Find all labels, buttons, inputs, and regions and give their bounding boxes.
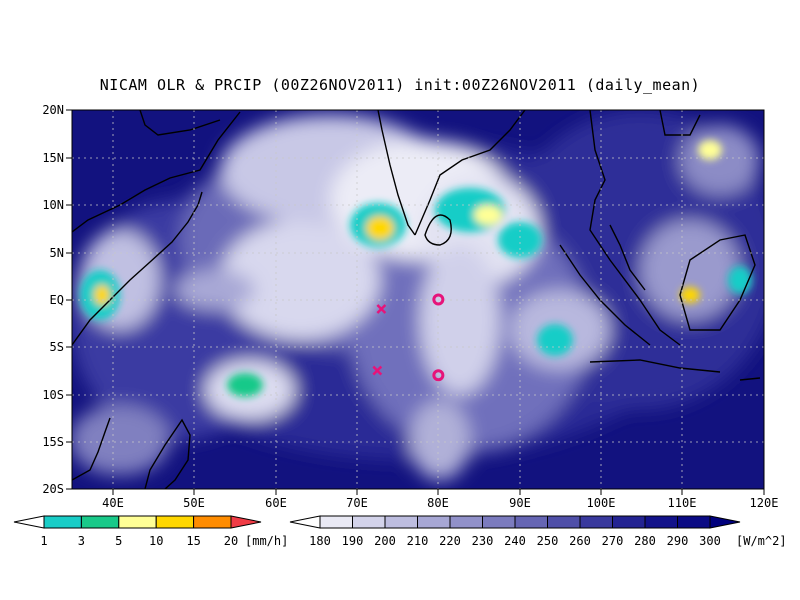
tick-marks xyxy=(66,109,765,495)
lat-label: 15N xyxy=(42,151,64,165)
colorbar-swatch xyxy=(80,515,120,529)
coastlines xyxy=(72,110,761,489)
lat-label: 5N xyxy=(50,246,64,260)
colorbar-cap-low xyxy=(13,515,45,529)
lat-label: 10N xyxy=(42,198,64,212)
colorbar-tick-label: 260 xyxy=(569,534,591,548)
colorbar-cap-low xyxy=(289,515,321,529)
lon-label: 110E xyxy=(668,496,697,510)
colorbar-swatch xyxy=(193,515,232,529)
lon-label: 100E xyxy=(587,496,616,510)
colorbar-tick-label: 210 xyxy=(407,534,429,548)
o-marker xyxy=(432,369,445,382)
colorbar-tick-label: 250 xyxy=(537,534,559,548)
colorbar-swatch xyxy=(579,515,613,529)
colorbar-swatch xyxy=(482,515,516,529)
colorbar-tick-label: 180 xyxy=(309,534,331,548)
lat-label: 20S xyxy=(42,482,64,496)
lon-label: 70E xyxy=(346,496,368,510)
colorbar-swatch xyxy=(514,515,548,529)
colorbar-swatch xyxy=(319,515,353,529)
colorbar-swatch xyxy=(417,515,451,529)
colorbar-tick-label: 220 xyxy=(439,534,461,548)
lon-label: 50E xyxy=(183,496,205,510)
o-marker xyxy=(432,293,445,306)
lat-label: 15S xyxy=(42,435,64,449)
colorbar-tick-label: 290 xyxy=(667,534,689,548)
lon-label: 40E xyxy=(102,496,124,510)
x-marker xyxy=(376,304,387,314)
olr-unit: [W/m^2] xyxy=(736,534,787,548)
precip-unit: [mm/h] xyxy=(245,534,288,548)
lon-label: 90E xyxy=(509,496,531,510)
colorbar-tick-label: 300 xyxy=(699,534,721,548)
colorbar-swatch xyxy=(155,515,195,529)
colorbar-swatch xyxy=(612,515,646,529)
colorbar-tick-label: 230 xyxy=(472,534,494,548)
colorbar-swatch xyxy=(644,515,678,529)
colorbar-swatch xyxy=(118,515,157,529)
colorbar-tick-label: 280 xyxy=(634,534,656,548)
colorbar-swatch xyxy=(449,515,483,529)
latitude-labels: 20N 15N 10N 5N EQ 5S 10S 15S 20S xyxy=(42,103,64,496)
colorbar-tick-label: 3 xyxy=(78,534,85,548)
colorbar-cap-high xyxy=(709,515,741,529)
map-title: NICAM OLR & PRCIP (00Z26NOV2011) init:00… xyxy=(99,76,701,94)
colorbar-tick-label: 15 xyxy=(186,534,200,548)
colorbar-tick-label: 20 xyxy=(224,534,238,548)
colorbar-swatch xyxy=(352,515,386,529)
colorbar-tick-label: 190 xyxy=(342,534,364,548)
olr-field xyxy=(72,110,764,489)
colorbar-swatch xyxy=(677,515,711,529)
colorbar-tick-label: 10 xyxy=(149,534,163,548)
colorbar-tick-label: 240 xyxy=(504,534,526,548)
longitude-labels: 40E 50E 60E 70E 80E 90E 100E 110E 120E xyxy=(102,496,778,510)
colorbar-cap-high xyxy=(230,515,262,529)
colorbar-swatch xyxy=(43,515,82,529)
grid-lines xyxy=(72,110,764,489)
lat-label: 10S xyxy=(42,388,64,402)
lon-label: 60E xyxy=(265,496,287,510)
precip-colorbar: 1 3 5 10 15 20 xyxy=(13,515,262,548)
colorbar-tick-label: 1 xyxy=(40,534,47,548)
colorbar-tick-label: 270 xyxy=(602,534,624,548)
lat-label: EQ xyxy=(50,293,64,307)
colorbar-swatch xyxy=(384,515,418,529)
x-marker xyxy=(372,365,383,376)
colorbar-tick-label: 5 xyxy=(115,534,122,548)
lat-label: 5S xyxy=(50,340,64,354)
lon-label: 80E xyxy=(427,496,449,510)
olr-colorbar: 180 190 200 210 220 230 240 250 260 270 280 290 300 xyxy=(289,515,741,548)
position-markers xyxy=(372,293,445,382)
lon-label: 120E xyxy=(750,496,779,510)
colorbar-tick-label: 200 xyxy=(374,534,396,548)
lat-label: 20N xyxy=(42,103,64,117)
colorbar-swatch xyxy=(547,515,581,529)
